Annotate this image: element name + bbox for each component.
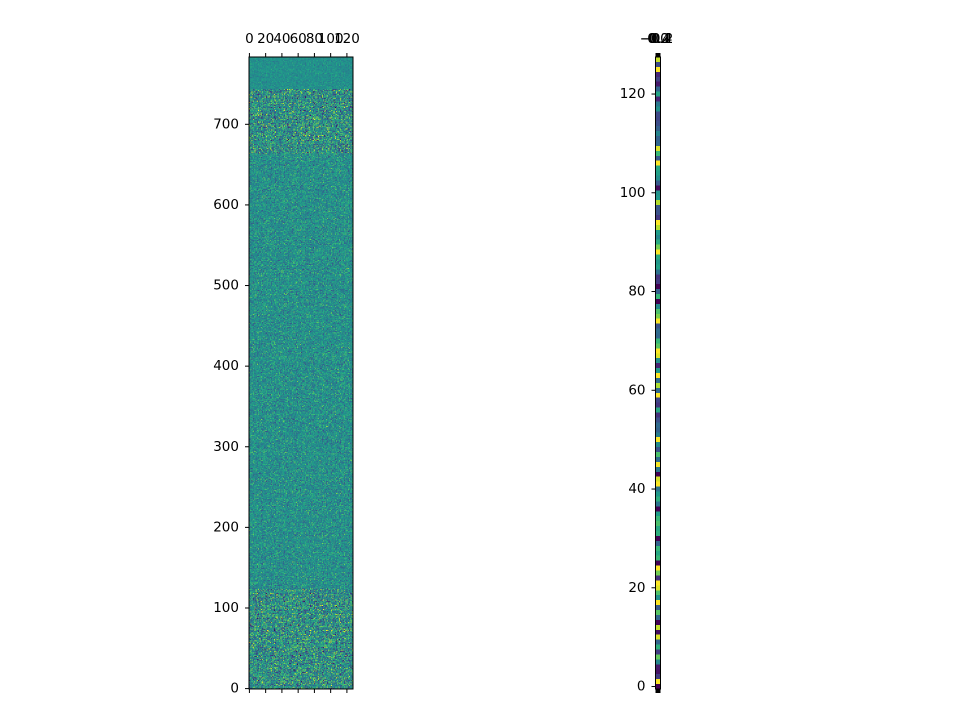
weights-heatmap-image — [249, 57, 353, 689]
weights-x-tick-label: 80 — [306, 31, 323, 47]
weights-y-tick-label: 200 — [213, 519, 239, 535]
weights-x-tick-label: 100 — [318, 31, 344, 47]
weights-y-tick-label: 100 — [213, 600, 239, 616]
weights-x-tick-label: 0 — [245, 31, 254, 47]
bias-heatmap-image — [655, 57, 661, 689]
weights-x-tick-label: 40 — [273, 31, 290, 47]
weights-y-tick-label: 600 — [213, 197, 239, 213]
bias-x-tick-label: −0.2 — [641, 31, 674, 47]
weights-y-tick-label: 700 — [213, 116, 239, 132]
bias-y-tick-label: 0 — [637, 679, 646, 695]
weights-y-tick-label: 300 — [213, 439, 239, 455]
bias-x-tick-label: 0.2 — [648, 31, 669, 47]
bias-x-tick-label: 0.0 — [647, 31, 668, 47]
weights-y-tick-label: 500 — [213, 278, 239, 294]
bias-y-tick-label: 120 — [620, 86, 646, 102]
weights-x-tick-label: 120 — [334, 31, 360, 47]
bias-y-tick-label: 80 — [628, 284, 645, 300]
bias-y-tick-label: 100 — [620, 185, 646, 201]
weights-x-tick-label: 60 — [290, 31, 307, 47]
bias-x-tick-label: 0.4 — [649, 31, 670, 47]
bias-x-tick-label: −0.4 — [640, 31, 673, 47]
bias-heatmap-panel: −0.4−0.20.00.20.4 0 20 40 60 80 100 120 — [620, 31, 674, 695]
weights-y-tick-label: 400 — [213, 358, 239, 374]
bias-y-tick-label: 60 — [628, 382, 645, 398]
weights-x-tick-label: 20 — [257, 31, 274, 47]
weights-y-tick-label: 0 — [230, 681, 239, 697]
weights-axes-frame — [248, 56, 354, 690]
bias-y-tick-label: 40 — [628, 481, 645, 497]
bias-y-tick-label: 20 — [628, 580, 645, 596]
